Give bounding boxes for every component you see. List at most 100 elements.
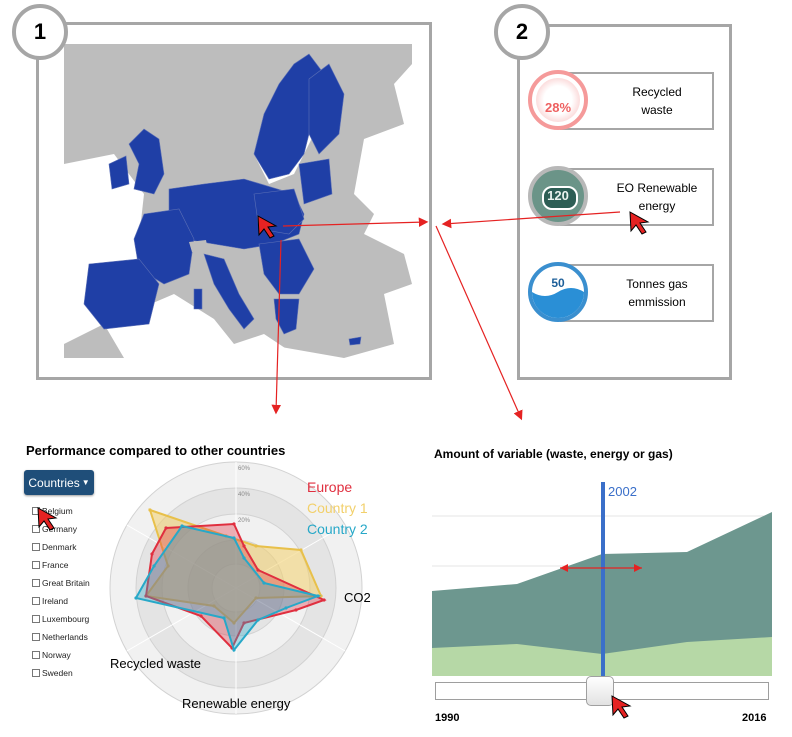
radar-axis-co2: CO2 xyxy=(344,590,371,605)
radar-series-country-2 xyxy=(134,524,322,653)
radar-point xyxy=(232,648,236,652)
radar-point xyxy=(294,608,298,612)
radar-point xyxy=(232,536,236,540)
country-checkbox-item[interactable]: Norway xyxy=(32,646,90,664)
radar-point xyxy=(242,544,246,548)
radar-point xyxy=(254,596,258,600)
radar-point xyxy=(256,618,260,622)
gauge-fill xyxy=(536,78,580,122)
switzerland xyxy=(189,240,208,252)
cursor-countries xyxy=(37,507,58,531)
checkbox-icon[interactable] xyxy=(32,525,40,533)
radar-point xyxy=(150,552,154,556)
checkbox-icon[interactable] xyxy=(32,543,40,551)
country-checkbox-item[interactable]: Netherlands xyxy=(32,628,90,646)
mouse-pointer-icon xyxy=(37,507,58,531)
country-checkbox-item[interactable]: France xyxy=(32,556,90,574)
legend-country-1: Country 1 xyxy=(307,500,368,516)
kpi-gas-emission-label: Tonnes gas emmission xyxy=(626,277,688,309)
radar-axis-recycled-waste: Recycled waste xyxy=(110,656,202,671)
country-checkbox-item[interactable]: Great Britain xyxy=(32,574,90,592)
radar-scale-label: 20% xyxy=(238,518,251,524)
cursor-map xyxy=(257,215,278,239)
country-label: Luxembourg xyxy=(42,614,90,624)
timeline-start-year: 1990 xyxy=(435,712,460,724)
legend-country-2: Country 2 xyxy=(307,521,368,537)
radar-point xyxy=(212,604,216,608)
radar-point xyxy=(319,594,323,598)
country-ireland[interactable] xyxy=(108,155,130,190)
checkbox-icon[interactable] xyxy=(32,597,40,605)
country-checkbox-list: Belgium Germany Denmark France Great Britain… xyxy=(32,502,90,682)
caret-down-icon: ▼ xyxy=(81,478,90,487)
country-checkbox-item[interactable]: Denmark xyxy=(32,538,90,556)
countries-button-label: Countries xyxy=(28,475,80,490)
country-cyprus[interactable] xyxy=(348,336,362,346)
timeline-slider-handle[interactable] xyxy=(586,676,614,706)
radar-point xyxy=(164,526,168,530)
country-label: Denmark xyxy=(42,542,77,552)
country-finland[interactable] xyxy=(308,63,345,155)
country-baltics[interactable] xyxy=(298,158,333,205)
wave-fill xyxy=(532,288,584,318)
radar-point xyxy=(262,581,266,585)
country-checkbox-item[interactable]: Luxembourg xyxy=(32,610,90,628)
country-label: Ireland xyxy=(42,596,68,606)
radar-point xyxy=(199,614,203,618)
checkbox-icon[interactable] xyxy=(32,615,40,623)
checkbox-icon[interactable] xyxy=(32,633,40,641)
timeline-end-year: 2016 xyxy=(742,712,767,724)
kpi-renewable-energy-value: 120 xyxy=(547,188,569,203)
country-iberia[interactable] xyxy=(83,258,160,330)
radar-axis-renewable-energy: Renewable energy xyxy=(182,696,291,711)
country-label: Germany xyxy=(42,524,77,534)
checkbox-icon[interactable] xyxy=(32,669,40,677)
country-italy[interactable] xyxy=(203,253,255,330)
country-sardinia[interactable] xyxy=(193,288,203,310)
arrow-center-to-area xyxy=(435,225,523,421)
radar-point xyxy=(222,616,226,620)
gauge-wave xyxy=(532,288,584,318)
radar-point xyxy=(242,621,246,625)
cursor-kpi xyxy=(629,211,650,235)
country-label: France xyxy=(42,560,69,570)
country-france[interactable] xyxy=(133,208,195,285)
radar-point xyxy=(316,594,320,598)
checkbox-icon[interactable] xyxy=(32,561,40,569)
radar-point xyxy=(242,556,246,560)
checkbox-icon[interactable] xyxy=(32,579,40,587)
panel2-number-badge: 2 xyxy=(494,4,550,60)
kpi-renewable-energy-gauge[interactable]: 120 xyxy=(528,166,588,226)
kpi-recycled-waste-gauge[interactable]: 28% xyxy=(528,70,588,130)
kpi-recycled-waste-label: Recycled waste xyxy=(632,85,682,117)
radar-point xyxy=(166,564,170,568)
country-checkbox-item[interactable]: Ireland xyxy=(32,592,90,610)
area-chart-title: Amount of variable (waste, energy or gas… xyxy=(434,447,673,461)
kpi-recycled-waste-value: 28% xyxy=(544,100,572,115)
radar-point xyxy=(232,522,236,526)
country-checkbox-item[interactable]: Germany xyxy=(32,520,90,538)
country-label: Netherlands xyxy=(42,632,88,642)
country-checkbox-item[interactable]: Sweden xyxy=(32,664,90,682)
radar-point xyxy=(180,524,184,528)
panel1-number-badge: 1 xyxy=(12,4,68,60)
radar-point xyxy=(322,598,326,602)
country-label: Great Britain xyxy=(42,578,90,588)
kpi-gas-emission-gauge[interactable]: 50 xyxy=(528,262,588,322)
radar-point xyxy=(284,606,288,610)
radar-point xyxy=(254,544,258,548)
countries-dropdown-button[interactable]: Countries ▼ xyxy=(24,470,94,495)
radar-point xyxy=(144,594,148,598)
area-chart[interactable] xyxy=(432,476,772,676)
country-uk[interactable] xyxy=(128,128,165,195)
europe-map[interactable] xyxy=(64,44,412,358)
radar-point xyxy=(256,568,260,572)
country-balkans[interactable] xyxy=(258,238,315,295)
checkbox-icon[interactable] xyxy=(32,651,40,659)
country-label: Belgium xyxy=(42,506,73,516)
radar-point xyxy=(152,564,156,568)
radar-point xyxy=(148,508,152,512)
legend-europe: Europe xyxy=(307,479,353,495)
radar-series-europe xyxy=(144,522,327,650)
cursor-slider xyxy=(611,695,632,719)
